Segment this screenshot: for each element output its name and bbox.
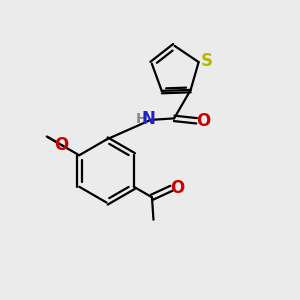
Text: O: O (196, 112, 210, 130)
Text: N: N (141, 110, 155, 128)
Text: O: O (54, 136, 68, 154)
Text: O: O (170, 179, 184, 197)
Text: S: S (200, 52, 212, 70)
Text: H: H (135, 112, 147, 126)
